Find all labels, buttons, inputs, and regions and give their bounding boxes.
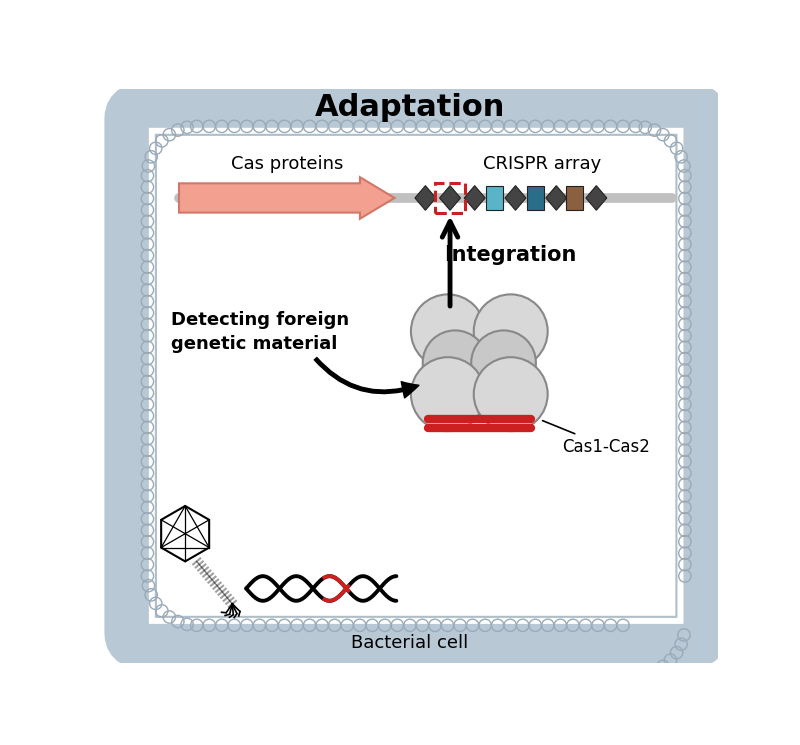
Circle shape xyxy=(422,331,487,395)
Polygon shape xyxy=(464,186,485,210)
Bar xyxy=(434,183,466,213)
Text: Detecting foreign
genetic material: Detecting foreign genetic material xyxy=(170,311,349,352)
Bar xyxy=(527,186,544,209)
FancyArrowPatch shape xyxy=(314,358,419,398)
Text: Adaptation: Adaptation xyxy=(315,92,505,121)
Polygon shape xyxy=(546,186,566,210)
Text: Cas1-Cas2: Cas1-Cas2 xyxy=(542,421,650,455)
Text: Cas proteins: Cas proteins xyxy=(230,155,343,173)
FancyBboxPatch shape xyxy=(154,133,678,618)
Text: Integration: Integration xyxy=(444,245,576,265)
Text: Bacterial cell: Bacterial cell xyxy=(351,634,469,652)
Bar xyxy=(566,186,583,209)
FancyBboxPatch shape xyxy=(154,133,678,618)
Circle shape xyxy=(411,357,485,431)
Circle shape xyxy=(474,294,548,368)
Polygon shape xyxy=(161,506,209,562)
Polygon shape xyxy=(415,186,436,210)
Circle shape xyxy=(474,357,548,431)
Polygon shape xyxy=(439,186,461,210)
Polygon shape xyxy=(586,186,607,210)
Circle shape xyxy=(411,294,485,368)
Text: CRISPR array: CRISPR array xyxy=(483,155,602,173)
Bar xyxy=(486,186,503,209)
Polygon shape xyxy=(505,186,526,210)
FancyArrow shape xyxy=(179,177,394,219)
Circle shape xyxy=(471,331,536,395)
